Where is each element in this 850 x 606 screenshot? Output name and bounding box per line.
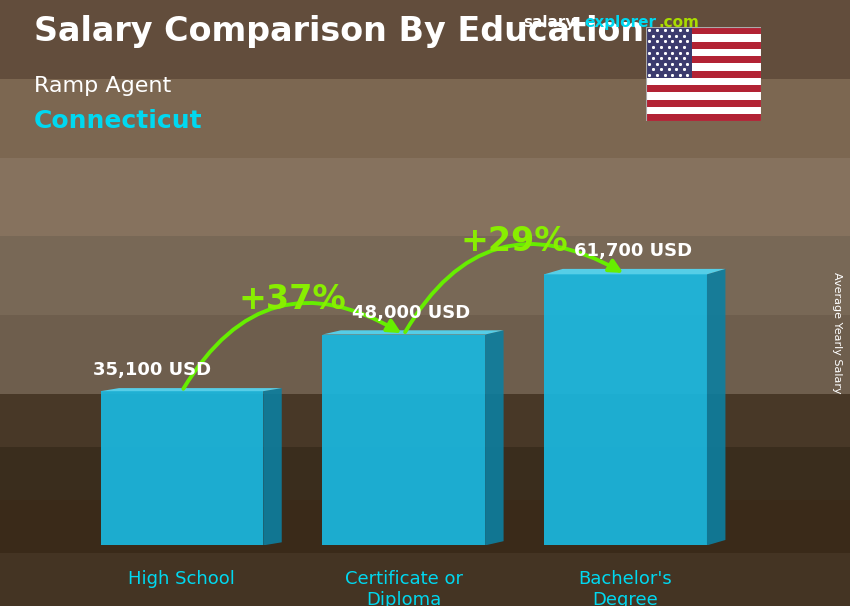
Bar <box>646 85 761 92</box>
Bar <box>646 49 761 56</box>
Bar <box>646 27 692 78</box>
Bar <box>0 158 850 236</box>
Bar <box>646 42 761 49</box>
Text: Connecticut: Connecticut <box>34 109 202 133</box>
Text: +29%: +29% <box>461 225 569 258</box>
Text: Bachelor's
Degree: Bachelor's Degree <box>579 570 672 606</box>
Bar <box>0 500 850 553</box>
Text: +37%: +37% <box>239 283 347 316</box>
Text: 61,700 USD: 61,700 USD <box>574 242 692 260</box>
Text: Ramp Agent: Ramp Agent <box>34 76 171 96</box>
Text: salary: salary <box>523 15 575 30</box>
Polygon shape <box>707 269 725 545</box>
Text: Certificate or
Diploma: Certificate or Diploma <box>345 570 462 606</box>
Bar <box>544 275 707 545</box>
Bar <box>0 236 850 315</box>
Bar <box>0 315 850 394</box>
Bar <box>0 553 850 606</box>
Bar <box>646 78 761 85</box>
Text: Average Yearly Salary: Average Yearly Salary <box>832 273 842 394</box>
Bar <box>646 107 761 114</box>
Bar <box>646 35 761 42</box>
Text: explorer: explorer <box>584 15 656 30</box>
Bar <box>646 92 761 99</box>
Bar <box>0 0 850 79</box>
Text: Salary Comparison By Education: Salary Comparison By Education <box>34 15 644 48</box>
Text: 35,100 USD: 35,100 USD <box>94 361 212 379</box>
Polygon shape <box>485 330 503 545</box>
Bar <box>646 99 761 107</box>
Bar <box>646 27 761 35</box>
Bar <box>646 56 761 64</box>
Bar <box>322 335 485 545</box>
Bar <box>0 79 850 158</box>
Polygon shape <box>322 330 503 335</box>
Bar <box>646 114 761 121</box>
Bar <box>646 64 761 71</box>
Polygon shape <box>544 269 725 275</box>
Bar <box>100 391 264 545</box>
Bar <box>0 447 850 500</box>
Polygon shape <box>264 388 281 545</box>
Text: High School: High School <box>128 570 235 588</box>
Bar <box>0 394 850 447</box>
Text: .com: .com <box>659 15 700 30</box>
Polygon shape <box>100 388 281 391</box>
Text: 48,000 USD: 48,000 USD <box>352 304 470 322</box>
Bar <box>646 71 761 78</box>
